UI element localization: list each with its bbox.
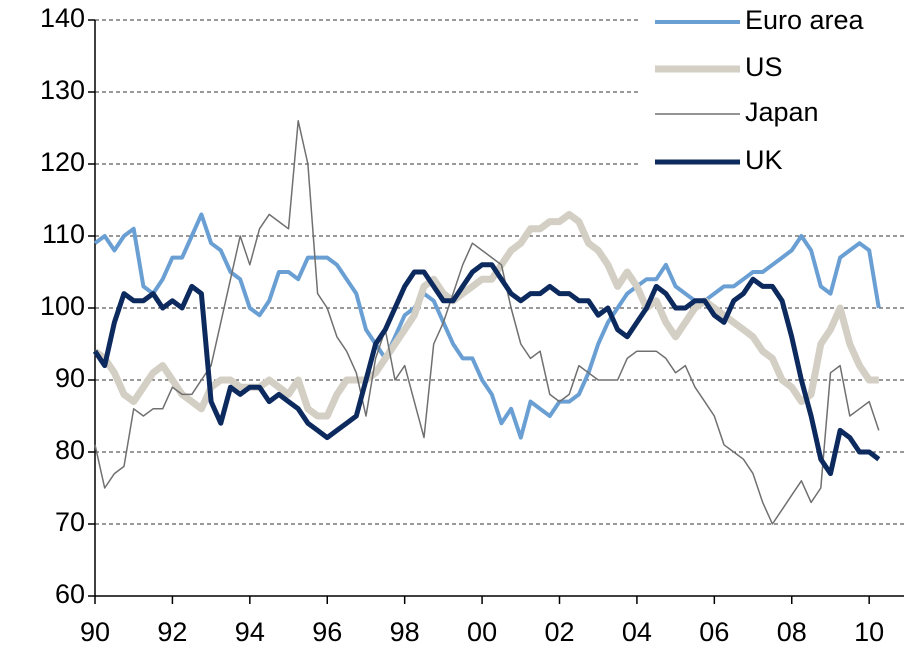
x-tick-label: 08 [777, 617, 807, 647]
legend-background [640, 0, 906, 185]
x-tick-label: 04 [622, 617, 652, 647]
x-tick-label: 92 [157, 617, 187, 647]
x-tick-label: 96 [312, 617, 342, 647]
y-tick-label: 70 [55, 507, 85, 537]
series-line [94, 120, 880, 525]
x-tick-label: 90 [80, 617, 110, 647]
series-line [92, 262, 881, 477]
x-tick-label: 02 [544, 617, 574, 647]
x-tick-label: 94 [235, 617, 265, 647]
legend: Euro area US Japan UK [640, 0, 906, 185]
y-tick-label: 110 [42, 219, 85, 249]
legend-label: Euro area [745, 5, 865, 35]
x-tick-label: 10 [854, 617, 884, 647]
y-tick-label: 60 [55, 579, 85, 609]
x-tick-label: 00 [467, 617, 497, 647]
legend-label: UK [745, 145, 783, 175]
series-line [93, 212, 881, 440]
y-tick-label: 140 [40, 3, 85, 33]
x-tick-label: 98 [390, 617, 420, 647]
y-tick-label: 120 [40, 147, 85, 177]
y-tick-label: 100 [40, 291, 85, 321]
x-tick-label: 06 [699, 617, 729, 647]
legend-label: US [745, 52, 783, 82]
legend-label: Japan [745, 97, 819, 127]
series-line [92, 210, 879, 420]
y-tick-label: 130 [40, 75, 85, 105]
y-tick-label: 80 [55, 435, 85, 465]
y-tick-label: 90 [55, 363, 85, 393]
